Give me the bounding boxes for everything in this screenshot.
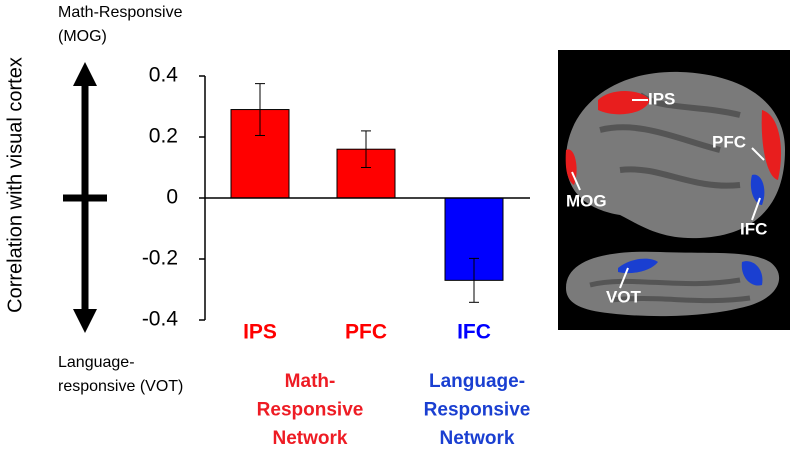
group-label: Network [273, 428, 348, 449]
group-label: Responsive [257, 400, 364, 421]
bottom-annotation: responsive (VOT) [58, 378, 183, 395]
brain-label: MOG [566, 191, 607, 210]
category-label: IPS [243, 321, 277, 344]
brain-image [558, 50, 790, 330]
top-annotation: Math-Responsive [58, 4, 183, 21]
brain-label: PFC [712, 132, 746, 151]
y-tick-label: 0.4 [149, 64, 179, 87]
y-tick-label: -0.4 [142, 308, 179, 331]
y-tick-label: 0.2 [149, 125, 178, 148]
y-tick-label: 0 [166, 186, 178, 209]
bottom-annotation: Language- [58, 354, 135, 371]
brain-label: IFC [740, 219, 767, 238]
direction-arrow [63, 62, 107, 333]
brain-label: VOT [606, 287, 642, 306]
error-bar [469, 257, 479, 303]
y-axis-label: Correlation with visual cortex [4, 57, 26, 313]
group-label: Responsive [424, 400, 531, 421]
group-label: Math- [285, 371, 336, 392]
category-label: PFC [345, 321, 387, 344]
group-label: Network [440, 428, 515, 449]
brain-label: IPS [648, 89, 675, 108]
y-tick-label: -0.2 [142, 247, 178, 270]
group-label: Language- [429, 371, 525, 392]
category-label: IFC [457, 321, 491, 344]
top-annotation: (MOG) [58, 28, 107, 45]
error-bar [255, 83, 265, 136]
error-bar [361, 130, 371, 168]
